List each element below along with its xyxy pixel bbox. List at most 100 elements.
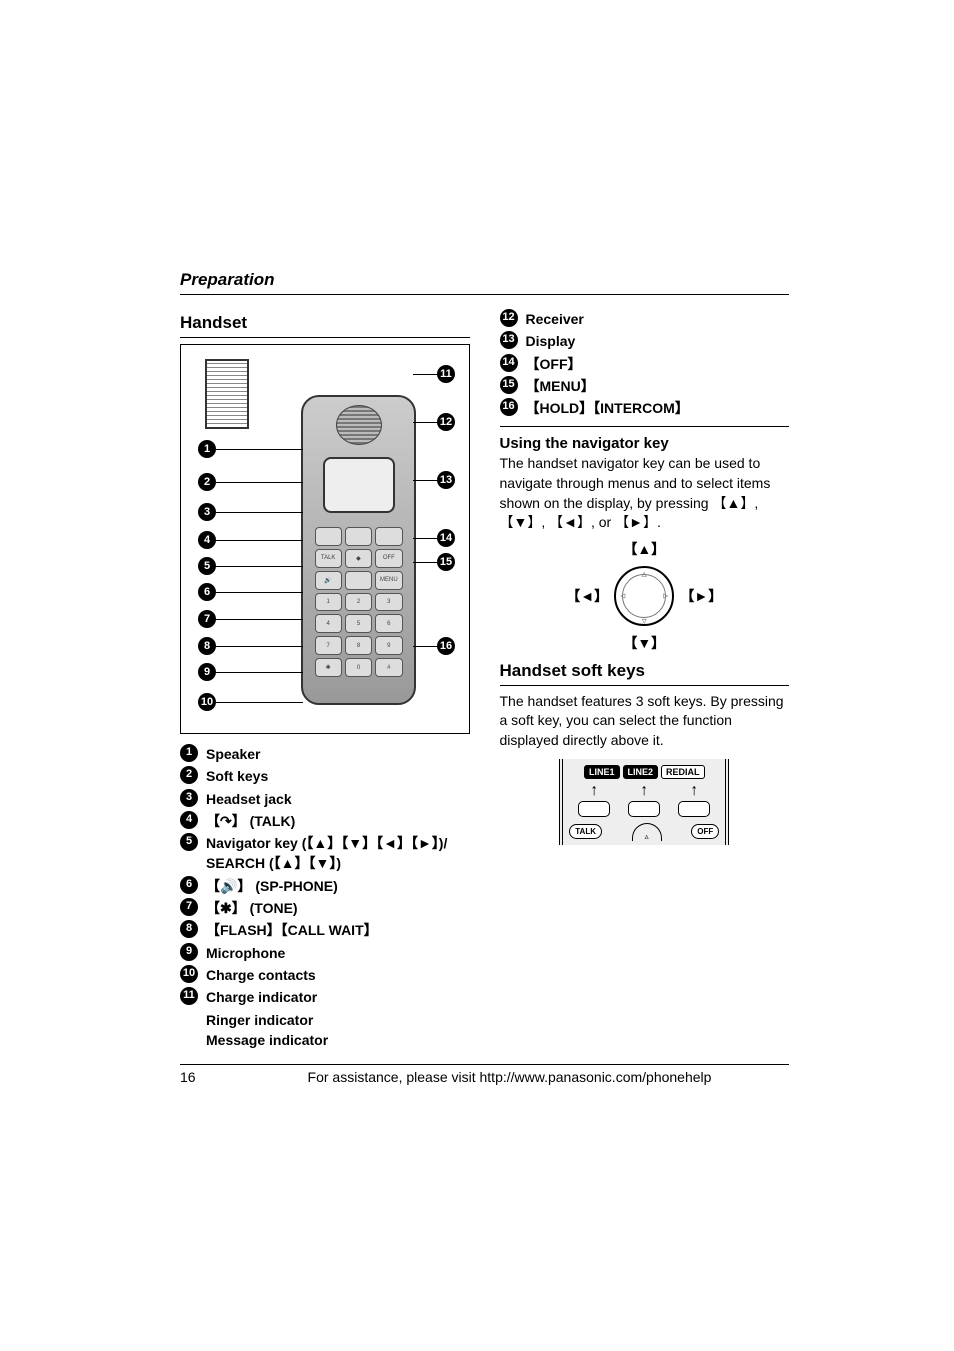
leader-line bbox=[216, 449, 303, 450]
legend-item: 15 【MENU】 bbox=[500, 376, 790, 396]
nav-key-heading: Using the navigator key bbox=[500, 435, 790, 452]
handset-heading: Handset bbox=[180, 313, 470, 338]
right-column: 12 Receiver13Display 14 【OFF】 15 【MENU】16【HOL… bbox=[500, 305, 790, 1050]
leader-line bbox=[216, 672, 303, 673]
legend-item: 16【HOLD】【INTERCOM】 bbox=[500, 398, 790, 418]
phone-outline-icon: TALK◆OFF 🔊MENU 123 456 789 ✱0# bbox=[301, 395, 416, 705]
earpiece-icon bbox=[336, 405, 382, 445]
leader-line bbox=[413, 562, 437, 563]
legend-number: 5 bbox=[180, 833, 198, 851]
softkey-2-icon bbox=[628, 801, 660, 817]
legend-label: 【OFF】 bbox=[526, 354, 582, 374]
nav-key-text: The handset navigator key can be used to… bbox=[500, 454, 790, 532]
legend-label: Navigator key (【▲】【▼】【◄】【►】)/ SEARCH (【▲… bbox=[206, 833, 470, 874]
legend-label: Microphone bbox=[206, 943, 285, 963]
nav-down-label: 【▼】 bbox=[623, 633, 665, 653]
legend-number: 6 bbox=[180, 876, 198, 894]
legend-label: 【🔊】 (SP-PHONE) bbox=[206, 876, 338, 896]
legend-label: Soft keys bbox=[206, 766, 268, 786]
speaker-grille-icon bbox=[205, 359, 249, 429]
softkey-arrows: ↑↑↑ bbox=[569, 785, 719, 797]
leader-line bbox=[216, 592, 303, 593]
legend-item: 10Charge contacts bbox=[180, 965, 470, 985]
diagram-callout: 6 bbox=[198, 583, 216, 601]
diagram-callout: 9 bbox=[198, 663, 216, 681]
leader-line bbox=[216, 702, 303, 703]
leader-line bbox=[216, 619, 303, 620]
leader-line bbox=[413, 374, 437, 375]
diagram-callout: 15 bbox=[437, 553, 455, 571]
legend-label: Headset jack bbox=[206, 789, 292, 809]
indicator-sub-2: Message indicator bbox=[206, 1030, 470, 1050]
legend-number: 8 bbox=[180, 920, 198, 938]
diagram-callout: 3 bbox=[198, 503, 216, 521]
diagram-callout: 16 bbox=[437, 637, 455, 655]
legend-number: 10 bbox=[180, 965, 198, 983]
legend-label: Receiver bbox=[526, 309, 584, 329]
indicator-sub-1: Ringer indicator bbox=[206, 1010, 470, 1030]
legend-label: Charge indicator bbox=[206, 987, 317, 1007]
leader-line bbox=[413, 422, 437, 423]
page-number: 16 bbox=[180, 1069, 230, 1085]
diagram-callout: 8 bbox=[198, 637, 216, 655]
diagram-callout: 11 bbox=[437, 365, 455, 383]
manual-page: Preparation Handset TALK◆OFF 🔊MENU 123 4… bbox=[0, 0, 954, 1145]
softkeys-text: The handset features 3 soft keys. By pre… bbox=[500, 692, 790, 751]
legend-item: 1 Speaker bbox=[180, 744, 470, 764]
diagram-callout: 12 bbox=[437, 413, 455, 431]
nav-up-label: 【▲】 bbox=[623, 539, 665, 559]
diagram-callout: 5 bbox=[198, 557, 216, 575]
leader-line bbox=[216, 540, 303, 541]
legend-item: 12 Receiver bbox=[500, 309, 790, 329]
footer-text: For assistance, please visit http://www.… bbox=[230, 1069, 789, 1085]
handset-legend-list: 1 Speaker 2 Soft keys 3 Headset jack4【↷】 (TAL… bbox=[180, 744, 470, 1008]
diagram-callout: 14 bbox=[437, 529, 455, 547]
diagram-callout: 7 bbox=[198, 610, 216, 628]
softkey-diagram: LINE1 LINE2 REDIAL ↑↑↑ TALK ▵ OFF bbox=[559, 759, 729, 845]
legend-number: 13 bbox=[500, 331, 518, 349]
legend-item: 7 【✱】 (TONE) bbox=[180, 898, 470, 918]
keypad-icon: TALK◆OFF 🔊MENU 123 456 789 ✱0# bbox=[315, 527, 403, 677]
diagram-callout: 1 bbox=[198, 440, 216, 458]
legend-number: 14 bbox=[500, 354, 518, 372]
softkeys-heading: Handset soft keys bbox=[500, 661, 790, 686]
legend-number: 2 bbox=[180, 766, 198, 784]
two-column-layout: Handset TALK◆OFF 🔊MENU 123 456 789 ✱0# bbox=[180, 305, 789, 1050]
softkey-label-3: REDIAL bbox=[661, 765, 705, 779]
leader-line bbox=[216, 482, 303, 483]
leader-line bbox=[413, 480, 437, 481]
legend-label: Speaker bbox=[206, 744, 260, 764]
legend-number: 12 bbox=[500, 309, 518, 327]
nav-top-icon: ▵ bbox=[632, 823, 662, 841]
legend-number: 1 bbox=[180, 744, 198, 762]
legend-number: 15 bbox=[500, 376, 518, 394]
leader-line bbox=[413, 646, 437, 647]
legend-number: 3 bbox=[180, 789, 198, 807]
legend-item: 14 【OFF】 bbox=[500, 354, 790, 374]
legend-number: 7 bbox=[180, 898, 198, 916]
legend-item: 13Display bbox=[500, 331, 790, 351]
leader-line bbox=[413, 538, 437, 539]
diagram-callout: 2 bbox=[198, 473, 216, 491]
legend-item: 11Charge indicator bbox=[180, 987, 470, 1007]
softkey-label-row: LINE1 LINE2 REDIAL bbox=[569, 765, 719, 779]
page-footer: 16 For assistance, please visit http://w… bbox=[180, 1064, 789, 1085]
divider bbox=[500, 426, 790, 427]
nav-left-label: 【◄】 bbox=[566, 586, 608, 606]
softkey-label-1: LINE1 bbox=[584, 765, 620, 779]
legend-label: 【HOLD】【INTERCOM】 bbox=[526, 398, 689, 418]
legend-number: 9 bbox=[180, 943, 198, 961]
legend-item: 4【↷】 (TALK) bbox=[180, 811, 470, 831]
talk-key-icon: TALK bbox=[569, 824, 602, 839]
legend-item: 8【FLASH】【CALL WAIT】 bbox=[180, 920, 470, 940]
navigator-key-diagram: ▵ ▿ ◃ ▹ 【▲】 【▼】 【◄】 【►】 bbox=[564, 541, 724, 651]
legend-label: 【MENU】 bbox=[526, 376, 595, 396]
softkey-3-icon bbox=[678, 801, 710, 817]
legend-item: 5 Navigator key (【▲】【▼】【◄】【►】)/ SEARCH (【… bbox=[180, 833, 470, 874]
display-icon bbox=[323, 457, 395, 513]
section-title: Preparation bbox=[180, 270, 789, 295]
legend-item: 6 【🔊】 (SP-PHONE) bbox=[180, 876, 470, 896]
legend-label: 【✱】 (TONE) bbox=[206, 898, 298, 918]
legend-item: 9 Microphone bbox=[180, 943, 470, 963]
legend-item: 3 Headset jack bbox=[180, 789, 470, 809]
